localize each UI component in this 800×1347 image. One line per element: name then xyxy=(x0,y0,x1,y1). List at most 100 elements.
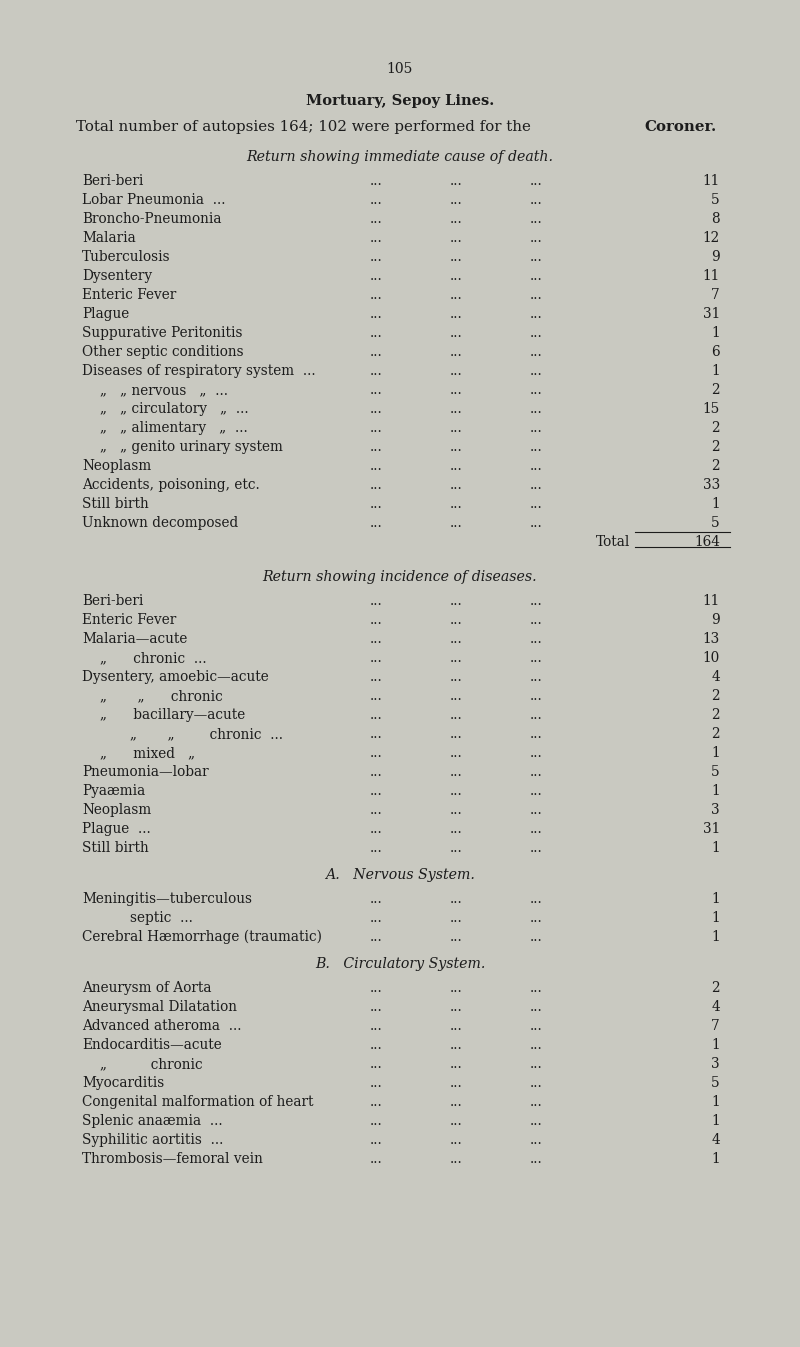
Text: 2: 2 xyxy=(711,383,720,397)
Text: „   „ alimentary   „  ...: „ „ alimentary „ ... xyxy=(100,422,248,435)
Text: 15: 15 xyxy=(702,401,720,416)
Text: ...: ... xyxy=(370,1133,382,1148)
Text: Still birth: Still birth xyxy=(82,497,149,511)
Text: ...: ... xyxy=(450,803,462,818)
Text: ...: ... xyxy=(450,497,462,511)
Text: ...: ... xyxy=(450,1152,462,1167)
Text: 6: 6 xyxy=(711,345,720,360)
Text: ...: ... xyxy=(370,364,382,379)
Text: 2: 2 xyxy=(711,690,720,703)
Text: ...: ... xyxy=(450,981,462,995)
Text: ...: ... xyxy=(370,1076,382,1090)
Text: ...: ... xyxy=(370,594,382,607)
Text: ...: ... xyxy=(530,651,542,665)
Text: ...: ... xyxy=(450,174,462,189)
Text: ...: ... xyxy=(530,632,542,647)
Text: ...: ... xyxy=(530,669,542,684)
Text: ...: ... xyxy=(370,1057,382,1071)
Text: ...: ... xyxy=(450,841,462,855)
Text: 1: 1 xyxy=(711,1114,720,1127)
Text: 1: 1 xyxy=(711,841,720,855)
Text: Myocarditis: Myocarditis xyxy=(82,1076,164,1090)
Text: Aneurysmal Dilatation: Aneurysmal Dilatation xyxy=(82,999,237,1014)
Text: ...: ... xyxy=(450,1039,462,1052)
Text: 11: 11 xyxy=(702,269,720,283)
Text: ...: ... xyxy=(450,822,462,836)
Text: ...: ... xyxy=(530,288,542,302)
Text: 11: 11 xyxy=(702,174,720,189)
Text: Plague: Plague xyxy=(82,307,130,321)
Text: ...: ... xyxy=(530,822,542,836)
Text: ...: ... xyxy=(530,211,542,226)
Text: 1: 1 xyxy=(711,892,720,907)
Text: ...: ... xyxy=(370,383,382,397)
Text: ...: ... xyxy=(370,784,382,797)
Text: ...: ... xyxy=(370,288,382,302)
Text: ...: ... xyxy=(530,613,542,626)
Text: ...: ... xyxy=(450,383,462,397)
Text: ...: ... xyxy=(530,174,542,189)
Text: ...: ... xyxy=(450,929,462,944)
Text: ...: ... xyxy=(530,497,542,511)
Text: ...: ... xyxy=(450,999,462,1014)
Text: Lobar Pneumonia  ...: Lobar Pneumonia ... xyxy=(82,193,226,207)
Text: ...: ... xyxy=(530,911,542,925)
Text: ...: ... xyxy=(530,459,542,473)
Text: „   „ nervous   „  ...: „ „ nervous „ ... xyxy=(100,383,228,397)
Text: ...: ... xyxy=(530,892,542,907)
Text: 9: 9 xyxy=(711,613,720,626)
Text: ...: ... xyxy=(370,422,382,435)
Text: ...: ... xyxy=(530,784,542,797)
Text: Malaria—acute: Malaria—acute xyxy=(82,632,187,647)
Text: Congenital malformation of heart: Congenital malformation of heart xyxy=(82,1095,314,1109)
Text: 11: 11 xyxy=(702,594,720,607)
Text: 31: 31 xyxy=(702,822,720,836)
Text: ...: ... xyxy=(370,401,382,416)
Text: ...: ... xyxy=(370,892,382,907)
Text: ...: ... xyxy=(530,709,542,722)
Text: Thrombosis—femoral vein: Thrombosis—femoral vein xyxy=(82,1152,263,1167)
Text: 5: 5 xyxy=(711,516,720,529)
Text: ...: ... xyxy=(530,746,542,760)
Text: ...: ... xyxy=(530,383,542,397)
Text: ...: ... xyxy=(370,1152,382,1167)
Text: ...: ... xyxy=(530,981,542,995)
Text: Aneurysm of Aorta: Aneurysm of Aorta xyxy=(82,981,211,995)
Text: ...: ... xyxy=(450,784,462,797)
Text: ...: ... xyxy=(530,999,542,1014)
Text: ...: ... xyxy=(370,690,382,703)
Text: Pneumonia—lobar: Pneumonia—lobar xyxy=(82,765,209,779)
Text: ...: ... xyxy=(450,594,462,607)
Text: ...: ... xyxy=(530,1076,542,1090)
Text: 3: 3 xyxy=(711,803,720,818)
Text: ...: ... xyxy=(370,307,382,321)
Text: „       „      chronic: „ „ chronic xyxy=(100,690,222,703)
Text: ...: ... xyxy=(450,269,462,283)
Text: ...: ... xyxy=(530,516,542,529)
Text: 12: 12 xyxy=(702,230,720,245)
Text: Still birth: Still birth xyxy=(82,841,149,855)
Text: ...: ... xyxy=(450,211,462,226)
Text: 1: 1 xyxy=(711,326,720,339)
Text: ...: ... xyxy=(530,929,542,944)
Text: Enteric Fever: Enteric Fever xyxy=(82,288,176,302)
Text: 2: 2 xyxy=(711,727,720,741)
Text: Advanced atheroma  ...: Advanced atheroma ... xyxy=(82,1018,242,1033)
Text: 1: 1 xyxy=(711,1152,720,1167)
Text: Enteric Fever: Enteric Fever xyxy=(82,613,176,626)
Text: ...: ... xyxy=(370,1114,382,1127)
Text: 10: 10 xyxy=(702,651,720,665)
Text: 1: 1 xyxy=(711,497,720,511)
Text: 3: 3 xyxy=(711,1057,720,1071)
Text: „      bacillary—acute: „ bacillary—acute xyxy=(100,709,246,722)
Text: Mortuary, Sepoy Lines.: Mortuary, Sepoy Lines. xyxy=(306,94,494,108)
Text: 1: 1 xyxy=(711,1095,720,1109)
Text: 4: 4 xyxy=(711,669,720,684)
Text: Return showing incidence of diseases.: Return showing incidence of diseases. xyxy=(262,570,538,585)
Text: ...: ... xyxy=(450,613,462,626)
Text: ...: ... xyxy=(370,193,382,207)
Text: ...: ... xyxy=(530,690,542,703)
Text: 7: 7 xyxy=(711,1018,720,1033)
Text: ...: ... xyxy=(370,727,382,741)
Text: ...: ... xyxy=(450,401,462,416)
